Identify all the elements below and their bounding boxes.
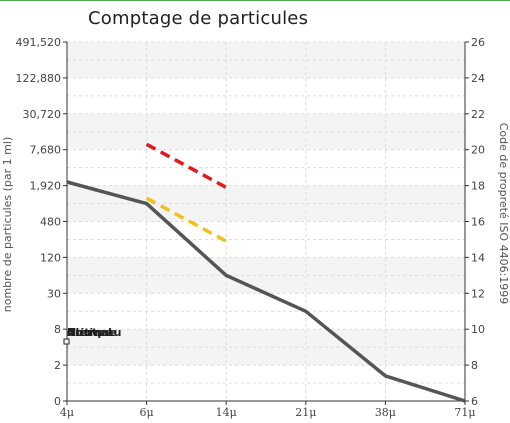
y-tick-label: 7,680 bbox=[30, 144, 62, 157]
legend-entry: Normal bbox=[67, 326, 112, 339]
y2-tick-label: 26 bbox=[471, 36, 485, 49]
y2-tick-label: 22 bbox=[471, 108, 485, 121]
y2-tick-label: 6 bbox=[471, 395, 478, 408]
y-tick-label: 480 bbox=[40, 216, 61, 229]
legend-entry: Critique bbox=[67, 326, 116, 339]
legend-entry: Nouveau bbox=[67, 326, 121, 339]
y2-tick-label: 18 bbox=[471, 180, 485, 193]
y-tick-label: 1,920 bbox=[30, 180, 62, 193]
x-tick-label: 71μ bbox=[454, 406, 475, 419]
chart-title: Comptage de particules bbox=[88, 8, 309, 29]
y-ticks-right: 6 8 10 12 14 16 18 20 22 24 26 bbox=[465, 36, 485, 408]
y2-tick-label: 14 bbox=[471, 251, 485, 264]
x-tick-label: 4μ bbox=[60, 406, 74, 419]
grid-lines bbox=[67, 41, 465, 402]
y2-tick-label: 24 bbox=[471, 72, 485, 85]
x-tick-label: 38μ bbox=[375, 406, 396, 419]
x-tick-label: 6μ bbox=[140, 406, 154, 419]
top-rule bbox=[0, 0, 510, 1]
y-tick-label: 30,720 bbox=[23, 108, 62, 121]
x-ticks: 4μ 6μ 14μ 21μ 38μ 71μ bbox=[60, 401, 476, 419]
legend-entry: Alerte bbox=[67, 326, 105, 339]
series-line-0 bbox=[66, 180, 466, 403]
y-axis-title: nombre de particules (par 1 ml) bbox=[1, 137, 14, 312]
y-tick-label: 8 bbox=[54, 323, 61, 336]
y-tick-label: 120 bbox=[40, 251, 61, 264]
y-tick-label: 122,880 bbox=[16, 72, 62, 85]
y2-tick-label: 16 bbox=[471, 216, 485, 229]
x-tick-label: 21μ bbox=[295, 406, 316, 419]
y2-tick-label: 20 bbox=[471, 144, 485, 157]
y-tick-label: 30 bbox=[47, 287, 61, 300]
y2-tick-label: 12 bbox=[471, 287, 485, 300]
y2-axis-title: Code de propreté ISO 4406:1999 bbox=[497, 123, 510, 305]
y-tick-label: 2 bbox=[54, 359, 61, 372]
y-ticks-left: 0 2 8 30 120 480 1,920 7,680 30,720 122,880 491,52… bbox=[16, 36, 67, 408]
y2-tick-label: 8 bbox=[471, 359, 478, 372]
legend-marker bbox=[63, 338, 70, 345]
x-tick-label: 14μ bbox=[216, 406, 237, 419]
y-tick-label: 491,520 bbox=[16, 36, 62, 49]
y2-tick-label: 10 bbox=[471, 323, 485, 336]
series-group bbox=[66, 142, 466, 403]
y-tick-label: 0 bbox=[54, 395, 61, 408]
